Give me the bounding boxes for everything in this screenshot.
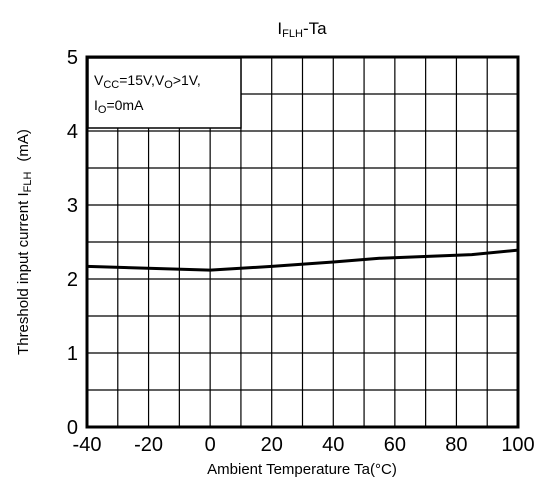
x-tick-label: 0: [205, 434, 216, 456]
x-tick-label: -40: [73, 434, 102, 456]
plot-grid: [87, 57, 518, 427]
y-label-main: Threshold input current I: [15, 192, 32, 355]
y-tick-label: 4: [67, 121, 78, 143]
title-sub: FLH: [282, 28, 303, 40]
x-tick-label: -20: [134, 434, 163, 456]
x-tick-label: 40: [322, 434, 344, 456]
title-rest: -Ta: [303, 19, 327, 38]
chart-title: IFLH-Ta: [277, 19, 327, 40]
y-tick-label: 0: [67, 417, 78, 439]
y-axis-label: Threshold input current IFLH (mA): [15, 129, 34, 355]
x-tick-label: 60: [384, 434, 406, 456]
y-label-unit: (mA): [15, 129, 32, 162]
x-tick-label: 80: [445, 434, 467, 456]
x-tick-label: 100: [501, 434, 534, 456]
x-tick-labels: -40 -20 0 20 40 60 80 100: [73, 434, 535, 456]
x-axis-label: Ambient Temperature Ta(°C): [207, 461, 397, 478]
y-tick-label: 1: [67, 343, 78, 365]
condition-box: [87, 57, 242, 129]
y-label-sub: FLH: [22, 172, 34, 193]
y-tick-label: 2: [67, 269, 78, 291]
condition-line-2: IO=0mA: [94, 97, 144, 116]
x-tick-label: 20: [261, 434, 283, 456]
plot-frame: [85, 55, 520, 429]
y-tick-label: 3: [67, 195, 78, 217]
condition-line-1: VCC=15V,VO>1V,: [94, 72, 201, 91]
y-tick-label: 5: [67, 47, 78, 69]
y-tick-labels: 0 1 2 3 4 5: [67, 47, 78, 439]
title-main: I: [277, 19, 282, 38]
series-line: [86, 248, 519, 272]
